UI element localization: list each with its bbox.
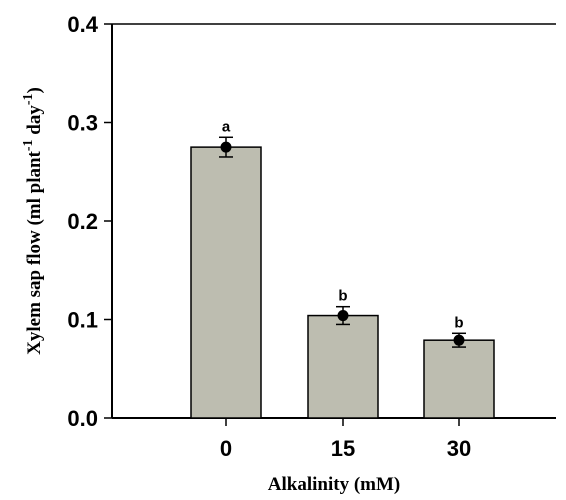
- mean-point: [337, 310, 349, 322]
- y-axis-title-sup2: -1: [21, 93, 36, 105]
- bars-group: a b b: [190, 118, 495, 419]
- bar: [190, 146, 262, 419]
- x-tick-label: 15: [331, 436, 355, 461]
- y-axis-title-main: Xylem sap flow (ml plant: [24, 150, 45, 354]
- y-tick-label: 0.1: [67, 308, 98, 333]
- y-tick-label: 0.0: [67, 406, 98, 431]
- significance-label: a: [222, 118, 231, 135]
- bar: [423, 339, 495, 419]
- y-ticks-group: 0.0 0.1 0.2 0.3 0.4: [67, 12, 112, 431]
- bar: [307, 314, 379, 419]
- significance-label: b: [338, 288, 347, 305]
- x-ticks-group: 0 15 30: [220, 418, 471, 461]
- y-tick-label: 0.4: [67, 12, 98, 37]
- y-tick-label: 0.3: [67, 111, 98, 136]
- mean-point: [220, 141, 232, 153]
- y-axis-title-end: ): [24, 87, 45, 93]
- x-tick-label: 30: [447, 436, 471, 461]
- y-axis-title: Xylem sap flow (ml plant-1 day-1): [21, 87, 45, 355]
- y-tick-label: 0.2: [67, 209, 98, 234]
- x-tick-label: 0: [220, 436, 232, 461]
- y-axis-title-middle: day: [24, 105, 45, 140]
- mean-point: [453, 334, 465, 346]
- y-axis-title-sup1: -1: [21, 139, 36, 151]
- x-axis-title: Alkalinity (mM): [268, 474, 400, 495]
- significance-label: b: [454, 314, 463, 331]
